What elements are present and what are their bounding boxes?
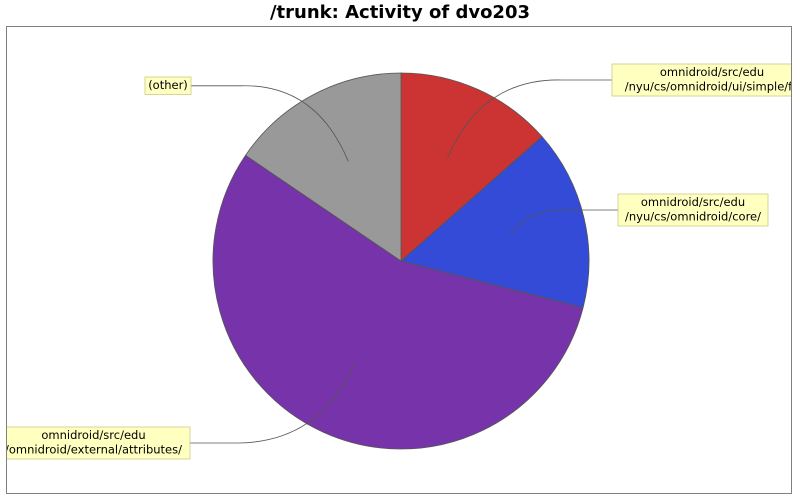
label-connector: [447, 79, 612, 159]
pie-slice: [244, 72, 402, 262]
slice-label-box: [611, 63, 791, 97]
label-connector: [191, 85, 349, 162]
slice-label: /nyu/cs/omnidroid/core/: [625, 210, 761, 224]
slice-label: /omnidroid/external/attributes/: [7, 443, 182, 457]
slice-label: (other): [148, 78, 188, 92]
pie-slice: [400, 72, 543, 262]
slice-label: omnidroid/src/edu: [660, 65, 764, 79]
slice-label-box: [617, 193, 769, 227]
chart-title: /trunk: Activity of dvo203: [269, 2, 531, 23]
label-connector: [510, 209, 618, 235]
slice-label: omnidroid/src/edu: [41, 428, 145, 442]
slice-label-box: [7, 426, 191, 460]
plot-area: omnidroid/src/edu/nyu/cs/omnidroid/ui/si…: [6, 26, 792, 494]
pie-slice: [400, 136, 590, 309]
pie-chart: omnidroid/src/edu/nyu/cs/omnidroid/ui/si…: [7, 63, 792, 460]
pie-slice: [212, 154, 584, 450]
slice-label: omnidroid/src/edu: [641, 195, 745, 209]
slice-label-box: [144, 76, 192, 95]
label-connector: [190, 363, 355, 444]
slice-label: /nyu/cs/omnidroid/ui/simple/fa: [625, 80, 792, 94]
